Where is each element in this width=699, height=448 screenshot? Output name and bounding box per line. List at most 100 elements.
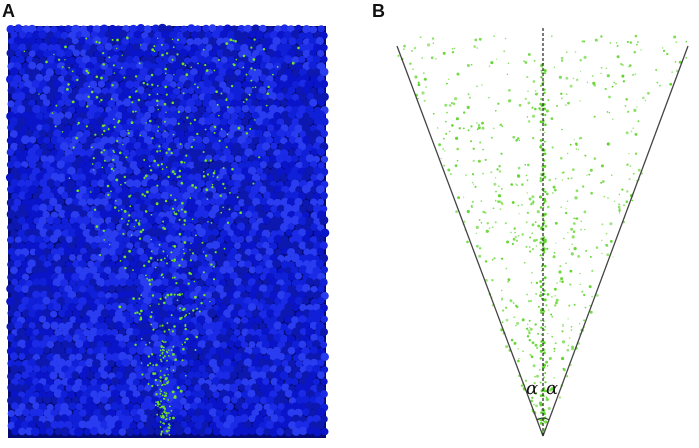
tracer-dot <box>475 232 478 235</box>
particle <box>46 242 55 250</box>
particle <box>269 339 278 349</box>
particle <box>7 100 15 108</box>
particle <box>179 371 188 381</box>
particle <box>50 49 58 58</box>
particle <box>273 234 283 244</box>
tracer-dot <box>532 114 536 118</box>
particle <box>187 74 196 82</box>
particle <box>158 111 167 120</box>
particle <box>173 359 181 367</box>
tracer-dot <box>533 403 535 406</box>
particle <box>89 229 98 238</box>
particle <box>212 254 220 262</box>
particle <box>197 415 206 423</box>
particle <box>58 309 67 318</box>
particle <box>190 31 199 40</box>
particle <box>305 229 313 237</box>
particle <box>266 222 275 232</box>
particle <box>208 50 217 58</box>
particle <box>60 69 68 77</box>
particle <box>193 160 202 170</box>
particle <box>263 191 272 200</box>
particle <box>205 278 214 287</box>
tracer-dot <box>581 290 584 293</box>
particle <box>240 241 250 251</box>
tracer-dot <box>562 367 565 370</box>
particle <box>165 272 174 281</box>
particle <box>134 241 142 249</box>
tracer-dot <box>685 57 687 59</box>
tracer-dot <box>566 51 568 53</box>
tracer-dot <box>481 126 485 130</box>
particle <box>25 339 35 349</box>
tracer-dot <box>510 231 512 234</box>
tracer-dot <box>500 188 503 190</box>
particle <box>147 155 156 163</box>
particle <box>305 154 315 163</box>
tracer-dot <box>491 258 494 261</box>
particle <box>269 266 277 275</box>
tracer-dot <box>532 80 536 83</box>
particle <box>93 198 102 207</box>
particle <box>6 49 15 58</box>
particle <box>258 149 267 158</box>
tracer-dot <box>588 285 592 289</box>
tracer-dot <box>417 83 421 87</box>
particle <box>39 242 48 251</box>
tracer-dot <box>526 335 530 338</box>
particle <box>49 371 58 380</box>
particle <box>222 161 231 169</box>
particle <box>81 378 91 387</box>
tracer-dot <box>611 174 613 176</box>
particle <box>71 123 81 133</box>
particle <box>263 32 271 40</box>
particle <box>129 111 139 121</box>
tracer-dot <box>565 262 567 265</box>
particle <box>290 29 300 39</box>
particle <box>133 203 142 212</box>
particle <box>294 148 303 157</box>
particle <box>153 204 163 214</box>
particle <box>166 124 174 132</box>
particle <box>291 377 299 386</box>
particle <box>78 149 87 157</box>
particle <box>53 303 62 312</box>
particle <box>96 116 106 126</box>
particle <box>186 197 196 207</box>
tracer-dot <box>600 72 602 74</box>
particle <box>61 117 69 126</box>
particle <box>215 297 223 306</box>
particle <box>89 315 99 325</box>
tracer-dot <box>524 61 528 64</box>
particle <box>169 415 177 424</box>
particle <box>198 364 207 373</box>
particle <box>188 284 196 293</box>
particle <box>208 347 218 356</box>
particle <box>67 390 76 399</box>
tracer-dot <box>493 257 496 260</box>
particle <box>190 267 199 275</box>
particle <box>298 216 308 226</box>
tracer-dot <box>582 185 585 188</box>
particle <box>125 142 135 152</box>
particle <box>96 55 105 64</box>
particle <box>212 279 220 287</box>
particle <box>36 124 44 132</box>
particle <box>7 372 16 381</box>
particle <box>64 397 72 405</box>
particle <box>15 112 23 120</box>
particle <box>248 30 256 39</box>
tracer-dot <box>621 74 625 78</box>
particle <box>9 130 18 139</box>
particle <box>64 37 73 45</box>
particle <box>140 92 149 101</box>
particle <box>216 259 225 268</box>
particle <box>248 415 256 423</box>
particle <box>280 408 289 418</box>
particle <box>320 155 329 163</box>
tracer-dot <box>525 245 528 248</box>
tracer-dot <box>518 357 520 360</box>
tracer-dot <box>524 164 526 166</box>
tracer-dot <box>447 168 451 172</box>
